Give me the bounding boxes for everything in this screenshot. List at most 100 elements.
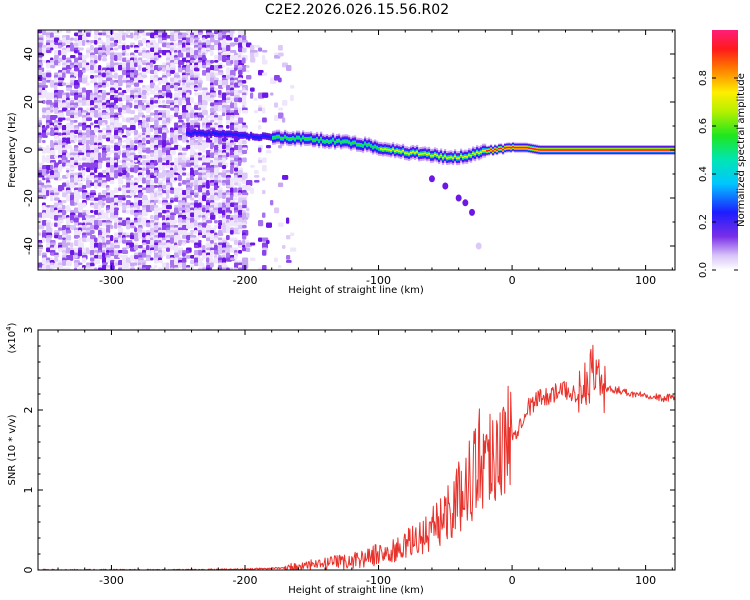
spectrogram-noise-cell: [110, 67, 116, 72]
spectrogram-noise-cell: [178, 65, 182, 69]
spectrogram-noise-cell: [58, 45, 62, 49]
spectrogram-heatmap: [38, 30, 675, 270]
spectrogram-noise-cell: [206, 185, 210, 189]
colorbar-axis: 0.00.20.40.60.8: [698, 70, 738, 278]
spectrogram-noise-cell: [86, 130, 91, 136]
spectrogram-noise-cell: [94, 260, 101, 265]
spectrogram-ridge-cell: [224, 133, 227, 137]
spectrogram-noise-cell: [74, 120, 78, 123]
spectrogram-noise-cell: [78, 185, 83, 188]
spectrogram-ridge-cell: [258, 136, 261, 140]
spectrogram-noise-cell: [118, 142, 122, 146]
spectrogram-ridge-cell: [424, 152, 427, 155]
spectrogram-noise-cell: [174, 107, 179, 112]
spectrogram-noise-cell: [70, 242, 74, 248]
spectrogram-ridge-cell: [502, 149, 505, 151]
spectrogram-noise-cell: [126, 60, 131, 64]
spectrogram-noise-cell: [74, 202, 78, 206]
spectrogram-noise-cell: [170, 215, 175, 221]
spectrogram-noise-cell: [78, 122, 83, 127]
spectrogram-noise-cell: [126, 167, 131, 172]
spectrogram-noise-cell: [82, 70, 86, 73]
spectrogram-ridge-cell: [474, 153, 477, 155]
spectrogram-branch-point: [469, 208, 476, 216]
spectrogram-noise-cell: [170, 257, 175, 261]
spectrogram-ridge-cell: [484, 149, 487, 152]
spectrogram-noise-cell: [170, 42, 174, 46]
spectrogram-noise-cell: [214, 115, 219, 118]
spectrogram-noise-cell: [130, 110, 135, 115]
spectrogram-ridge-cell: [270, 135, 273, 139]
spectrogram-noise-cell: [226, 75, 231, 80]
spectrogram-noise-cell: [74, 32, 79, 37]
spectrogram-noise-cell: [146, 122, 150, 128]
colorbar-gradient: [712, 30, 738, 270]
spectrogram-noise-cell: [162, 117, 166, 121]
spectrogram-noise-cell: [70, 157, 75, 161]
spectrogram-noise-cell: [70, 55, 76, 59]
spectrogram-noise-cell: [110, 265, 115, 270]
spectrogram-noise-cell: [78, 162, 82, 166]
spectrogram-noise-cell: [58, 222, 62, 229]
spectrogram-noise-cell: [262, 157, 267, 163]
spectrogram-noise-cell: [154, 117, 160, 121]
spectrogram-noise-cell: [82, 202, 87, 208]
spectrogram-ridge-cell: [400, 151, 403, 153]
spectrogram-noise-cell: [110, 262, 115, 266]
spectrogram-noise-cell: [186, 265, 191, 268]
spectrogram-ridge-cell: [586, 149, 589, 151]
spectrogram-ridge-cell: [398, 150, 401, 153]
spectrogram-ridge-cell: [336, 139, 339, 142]
spectrogram-ridge-cell: [262, 134, 265, 138]
spectrogram-noise-cell: [78, 167, 82, 171]
spectrogram-noise-cell: [94, 237, 98, 243]
spectrogram-noise-cell: [106, 30, 112, 35]
spectrogram-ridge-cell: [406, 152, 409, 155]
spectrogram-noise-cell: [42, 212, 47, 219]
spectrogram-noise-cell: [118, 37, 122, 44]
spectrogram-noise-cell: [218, 232, 224, 236]
spectrogram-noise-cell: [134, 35, 138, 41]
spectrogram-noise-cell: [262, 107, 266, 114]
spectrogram-noise-cell: [138, 50, 144, 53]
spectrogram-noise-cell: [226, 67, 231, 74]
spectrogram-noise-cell: [86, 210, 90, 215]
spectrogram-noise-cell: [46, 35, 51, 39]
spectrogram-noise-cell: [214, 225, 218, 229]
spectrogram-ridge-cell: [510, 147, 513, 149]
spectrogram-noise-cell: [198, 152, 202, 156]
spectrogram-noise-cell: [242, 235, 247, 240]
spectrogram-noise-cell: [146, 55, 152, 60]
spectrogram-noise-cell: [58, 220, 64, 223]
spectrogram-noise-cell: [202, 62, 207, 66]
spectrogram-noise-cell: [74, 67, 80, 72]
spectrogram-noise-cell: [262, 117, 267, 123]
spectrogram-noise-cell: [242, 110, 249, 114]
snr-y-label: SNR (10 * v/v): [7, 414, 18, 485]
spectrogram-ridge-cell: [220, 132, 223, 136]
spectrogram-noise-cell: [146, 187, 151, 194]
spectrogram-noise-cell: [86, 32, 91, 37]
spectrogram-noise-cell: [126, 210, 130, 214]
spectrogram-ridge-cell: [248, 135, 251, 139]
spectrogram-noise-cell: [102, 145, 108, 148]
spectrogram-noise-cell: [206, 220, 213, 224]
spectrogram-noise-cell: [246, 75, 252, 80]
spectrogram-noise-cell: [122, 135, 128, 138]
spectrogram-noise-cell: [138, 95, 142, 99]
spectrogram-ridge-cell: [402, 149, 405, 152]
spectrogram-noise-cell: [38, 252, 42, 256]
spectrogram-noise-cell: [146, 65, 151, 70]
spectrogram-noise-cell: [146, 135, 151, 139]
spectrogram-noise-cell: [162, 85, 167, 92]
spectrogram-noise-cell: [202, 87, 208, 91]
spectrogram-noise-cell: [154, 200, 159, 203]
spectrogram-noise-cell: [218, 107, 223, 112]
spectrogram-noise-cell: [238, 250, 243, 254]
spectrogram-noise-cell: [230, 102, 235, 109]
spectrogram-noise-cell: [62, 192, 68, 198]
spectrogram-noise-cell: [54, 115, 58, 119]
spectrogram-noise-cell: [290, 85, 295, 89]
spectrogram-noise-cell: [110, 217, 114, 222]
spectrogram-noise-cell: [42, 100, 46, 104]
